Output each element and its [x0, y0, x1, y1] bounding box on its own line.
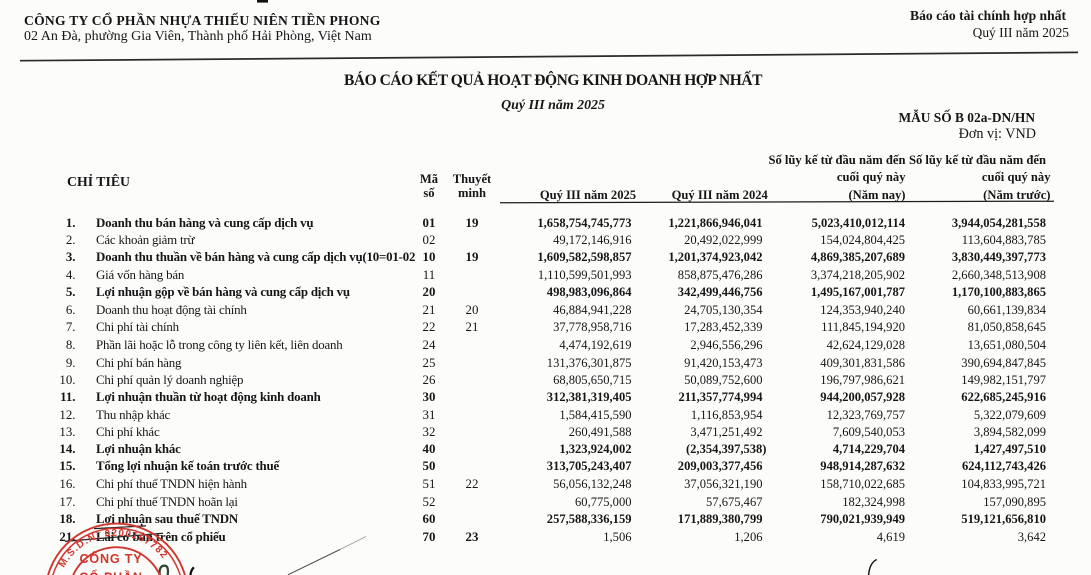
svg-text:CỔ PHẦN: CỔ PHẦN	[79, 570, 143, 575]
svg-text:CÔNG TY: CÔNG TY	[80, 551, 143, 566]
